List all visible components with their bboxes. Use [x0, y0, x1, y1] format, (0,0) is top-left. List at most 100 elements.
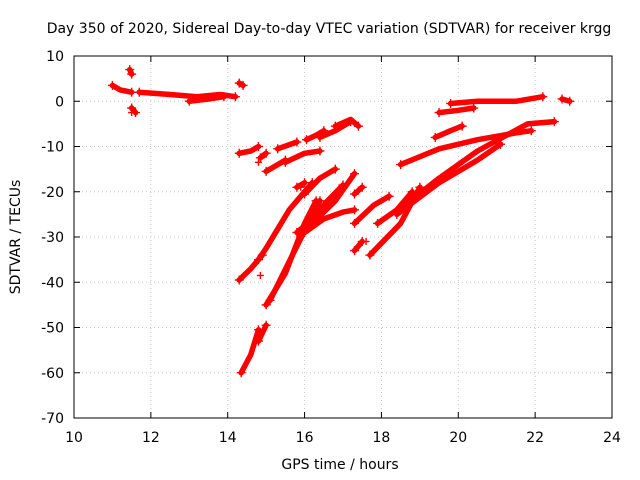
track-start-marker — [253, 336, 263, 346]
sdtvar-track-23 — [309, 170, 358, 227]
track-start-marker — [253, 255, 263, 265]
track-end-marker — [565, 96, 575, 106]
x-tick-label: 20 — [449, 430, 467, 446]
track-start-marker — [234, 78, 244, 88]
sdtvar-point — [254, 158, 262, 166]
track-start-marker — [300, 227, 310, 237]
tick-label-layer: 10 12 14 16 18 20 22 24 10 0 -10 -20 -30 -40 -50 -60 -70 — [41, 49, 621, 446]
track-start-marker — [434, 108, 444, 118]
sdtvar-track-13 — [303, 127, 327, 143]
track-start-marker — [315, 132, 325, 142]
sdtvar-track-7 — [236, 143, 262, 157]
track-end-marker — [238, 80, 248, 90]
track-start-marker — [350, 246, 360, 256]
track-end-marker — [350, 205, 360, 215]
track-end-marker — [549, 117, 559, 127]
sdtvar-track-36 — [447, 93, 546, 107]
sdtvar-track-24 — [301, 207, 358, 236]
y-tick-label: -20 — [41, 185, 64, 201]
track-end-marker — [127, 69, 137, 79]
track-end-marker — [526, 126, 536, 136]
track-start-marker — [399, 200, 409, 210]
sdtvar-track-31 — [394, 141, 504, 218]
track-end-marker — [384, 191, 394, 201]
y-tick-label: -50 — [41, 321, 64, 337]
sdtvar-track-26 — [351, 238, 365, 254]
sdtvar-track-35 — [436, 105, 477, 116]
track-start-marker — [125, 65, 135, 75]
track-start-marker — [265, 295, 275, 305]
y-tick-label: -30 — [41, 230, 64, 246]
sdtvar-point — [256, 271, 264, 279]
y-tick-label: -40 — [41, 275, 64, 291]
track-end-marker — [538, 92, 548, 102]
track-start-marker — [392, 209, 402, 219]
track-end-marker — [300, 178, 310, 188]
track-start-marker — [350, 189, 360, 199]
track-end-marker — [353, 121, 363, 131]
sdtvar-track-28 — [351, 193, 392, 227]
track-start-marker — [261, 300, 271, 310]
track-end-marker — [219, 92, 229, 102]
sdtvar-track-22 — [294, 182, 346, 236]
track-end-marker — [469, 103, 479, 113]
sdtvar-track-25 — [301, 166, 339, 197]
track-start-marker — [107, 80, 117, 90]
x-tick-label: 12 — [142, 430, 160, 446]
sdtvar-point — [362, 238, 370, 246]
track-start-marker — [234, 148, 244, 158]
track-end-marker — [407, 187, 417, 197]
track-end-marker — [357, 182, 367, 192]
y-tick-label: -70 — [41, 411, 64, 427]
data-layer — [107, 65, 575, 378]
grid-layer — [74, 56, 612, 418]
sdtvar-point — [297, 183, 305, 191]
sdtvar-track-33 — [397, 127, 535, 168]
x-tick-label: 14 — [219, 430, 237, 446]
y-tick-label: -60 — [41, 366, 64, 382]
x-tick-label: 24 — [603, 430, 621, 446]
track-end-marker — [261, 320, 271, 330]
track-end-marker — [253, 142, 263, 151]
sdtvar-track-8 — [257, 150, 269, 161]
track-start-marker — [396, 160, 406, 170]
track-start-marker — [330, 121, 340, 131]
track-start-marker — [292, 227, 302, 237]
track-end-marker — [315, 196, 325, 206]
y-tick-label: -10 — [41, 140, 64, 156]
track-start-marker — [234, 275, 244, 285]
sdtvar-track-15 — [332, 116, 362, 129]
track-end-marker — [457, 121, 467, 131]
sdtvar-track-17 — [238, 327, 262, 376]
sdtvar-track-19 — [255, 179, 316, 263]
track-start-marker — [280, 157, 290, 167]
x-tick-label: 18 — [373, 430, 391, 446]
sdtvar-track-1 — [109, 82, 135, 95]
track-start-marker — [261, 166, 271, 176]
y-axis-title: SDTVAR / TECUs — [8, 180, 24, 295]
track-end-marker — [330, 164, 340, 174]
track-start-marker — [430, 132, 440, 142]
track-end-marker — [261, 148, 271, 158]
sdtvar-track-34 — [432, 123, 465, 141]
track-end-marker — [350, 169, 360, 179]
track-start-marker — [446, 99, 456, 109]
x-tick-label: 16 — [296, 430, 314, 446]
track-start-marker — [300, 189, 310, 199]
track-start-marker — [557, 94, 567, 104]
track-end-marker — [230, 92, 240, 102]
track-end-marker — [127, 87, 137, 97]
sdtvar-track-5 — [186, 93, 227, 105]
sdtvar-point — [128, 109, 136, 117]
y-tick-label: 0 — [55, 94, 64, 110]
x-tick-label: 10 — [65, 430, 83, 446]
sdtvar-track-10 — [282, 148, 323, 166]
track-start-marker — [301, 135, 311, 145]
tick-layer — [73, 55, 613, 419]
track-start-marker — [350, 218, 360, 228]
sdtvar-track-27 — [351, 184, 365, 197]
y-tick-label: 10 — [46, 49, 64, 65]
track-start-marker — [273, 144, 283, 154]
track-start-marker — [134, 87, 144, 97]
